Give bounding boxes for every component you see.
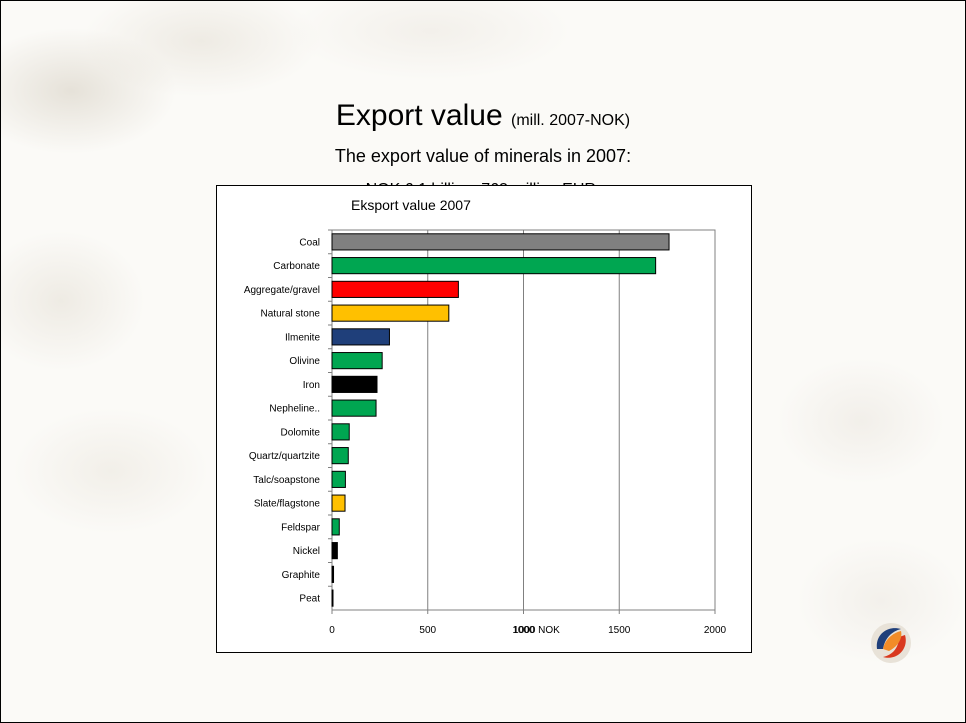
company-logo-icon: [871, 623, 911, 663]
category-label: Nepheline..: [269, 404, 320, 415]
x-tick-label: 0: [329, 625, 335, 636]
category-label: Feldspar: [281, 522, 321, 533]
bar: [331, 565, 335, 583]
bar: [331, 589, 334, 607]
category-label: Slate/flagstone: [254, 499, 321, 510]
bar: [331, 399, 377, 417]
bar: [331, 423, 350, 441]
category-label: Carbonate: [273, 261, 320, 272]
bar: [331, 257, 657, 275]
category-label: Dolomite: [281, 427, 321, 438]
x-tick-label: 1500: [608, 625, 631, 636]
category-label: Olivine: [289, 356, 320, 367]
category-label: Iron: [303, 380, 320, 391]
chart-frame: Eksport value 2007 0 500 1000 1500 2000 1000 N…: [216, 185, 752, 653]
bar: [331, 447, 349, 465]
slide-title: Export value (mill. 2007-NOK): [1, 99, 965, 133]
bar: [331, 280, 459, 298]
bar: [331, 304, 450, 322]
bar: [331, 328, 390, 346]
x-tick-label: 1000: [512, 625, 535, 636]
bar: [331, 470, 346, 488]
x-tick-label: 500: [419, 625, 436, 636]
slide-title-unit: (mill. 2007-NOK): [510, 112, 631, 129]
chart-title: Eksport value 2007: [351, 197, 471, 213]
x-axis-label: 1000 NOK: [513, 625, 560, 636]
bar: [331, 494, 346, 512]
slide-subtitle-line1: The export value of minerals in 2007:: [334, 146, 632, 166]
bar: [331, 375, 378, 393]
category-label: Quartz/quartzite: [249, 451, 321, 462]
bar: [331, 352, 383, 370]
category-label: Graphite: [282, 570, 321, 581]
bar-chart: Eksport value 2007 0 500 1000 1500 2000 1000 N…: [244, 197, 727, 636]
category-label: Talc/soapstone: [253, 475, 320, 486]
slide-title-text: Export value: [335, 99, 503, 132]
category-label: Coal: [299, 237, 320, 248]
bar: [331, 233, 670, 251]
category-label: Nickel: [293, 546, 320, 557]
bar: [331, 518, 340, 536]
category-label: Peat: [299, 594, 320, 605]
bar: [331, 542, 338, 560]
category-label: Ilmenite: [285, 332, 320, 343]
category-label: Aggregate/gravel: [244, 285, 320, 296]
category-label: Natural stone: [261, 309, 321, 320]
x-tick-label: 2000: [704, 625, 727, 636]
